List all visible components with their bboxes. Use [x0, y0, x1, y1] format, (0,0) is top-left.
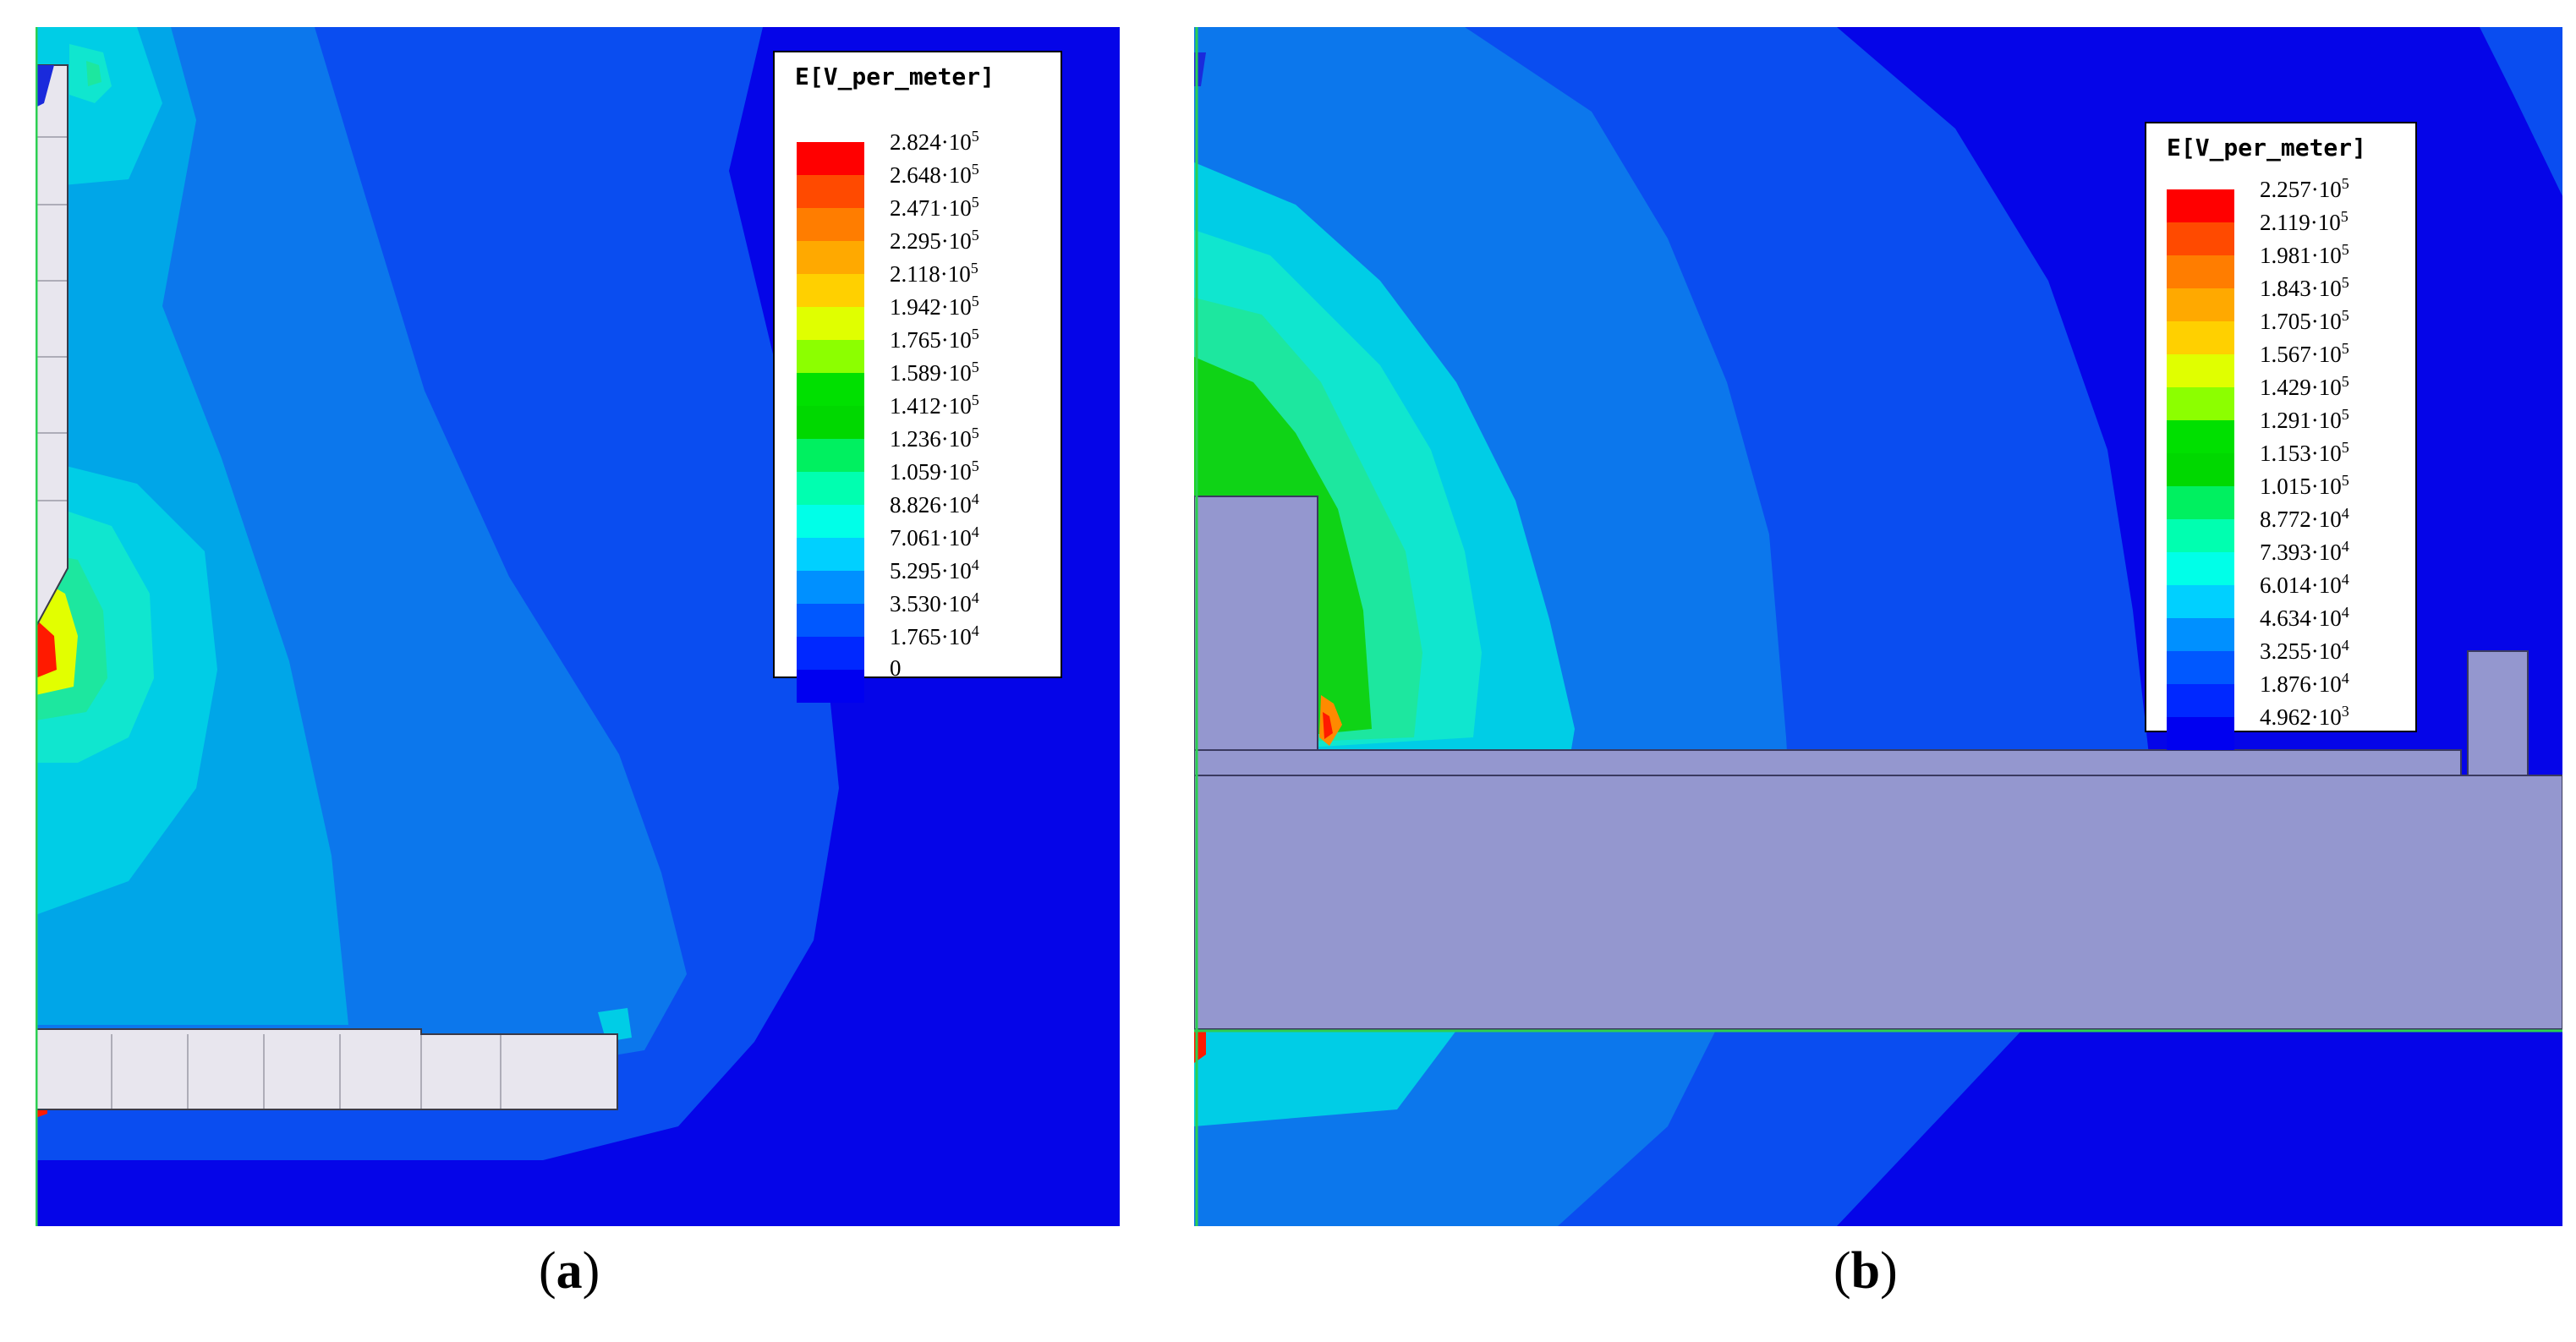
- legend-tick-label: 8.826·104: [890, 490, 979, 518]
- legend-swatch: [2167, 552, 2234, 585]
- legend-swatch: [2167, 288, 2234, 321]
- legend-swatch: [797, 670, 864, 703]
- field-plot-b: E[V_per_meter] 2.257·105 2.119·105 1.981·1…: [1194, 27, 2562, 1226]
- electrode-step-right: [2468, 651, 2528, 775]
- legend-title: E[V_per_meter]: [2167, 134, 2367, 162]
- legend-tick-label: 1.705·105: [2260, 307, 2349, 334]
- caption-a: (a): [539, 1242, 600, 1300]
- color-legend-b: E[V_per_meter] 2.257·105 2.119·105 1.981·1…: [2145, 122, 2417, 750]
- conductor-plate-horizontal: [36, 1029, 617, 1109]
- legend-tick-label: 2.824·105: [890, 128, 979, 155]
- mesh-lines: [36, 136, 501, 1109]
- legend-swatch: [2167, 519, 2234, 552]
- legend-swatch: [2167, 651, 2234, 684]
- legend-swatch: [797, 307, 864, 340]
- corner-marker: [36, 65, 54, 107]
- legend-swatch: [797, 208, 864, 241]
- legend-tick-label: 1.236·105: [890, 425, 979, 452]
- caption-letter-a: a: [556, 1242, 583, 1300]
- legend-tick-label: 3.255·104: [2260, 637, 2349, 664]
- legend-tick-label: 1.765·105: [890, 326, 979, 353]
- legend-tick-label: 1.567·105: [2260, 340, 2349, 367]
- legend-swatch: [797, 142, 864, 175]
- electrode-step-left: [1194, 496, 1318, 750]
- legend-tick-label: 1.589·105: [890, 359, 979, 386]
- legend-swatch: [2167, 585, 2234, 618]
- color-legend-a: E[V_per_meter] 2.824·105 2.648·105 2.471·1…: [773, 51, 1062, 703]
- legend-swatch: [797, 571, 864, 604]
- caption-letter-b: b: [1850, 1242, 1881, 1300]
- legend-swatch: [2167, 453, 2234, 486]
- legend-swatch: [797, 439, 864, 472]
- legend-tick-label: 5.295·104: [890, 556, 979, 583]
- legend-swatch: [2167, 387, 2234, 420]
- legend-tick-label: 0: [890, 655, 902, 681]
- contour-region: [2480, 27, 2562, 196]
- legend-tick-label: 2.295·105: [890, 227, 979, 254]
- legend-tick-label: 1.876·104: [2260, 670, 2349, 697]
- legend-swatch: [2167, 717, 2234, 750]
- legend-tick-label: 1.942·105: [890, 293, 979, 320]
- legend-tick-label: 1.015·105: [2260, 472, 2349, 499]
- legend-swatch: [2167, 420, 2234, 453]
- legend-tick-label: 1.291·105: [2260, 406, 2349, 433]
- legend-tick-label: 4.634·104: [2260, 604, 2349, 631]
- electrode-base: [1194, 775, 2562, 1029]
- legend-tick-label: 8.772·104: [2260, 505, 2349, 532]
- legend-swatch: [797, 340, 864, 373]
- legend-swatch: [797, 538, 864, 571]
- legend-tick-label: 1.412·105: [890, 392, 979, 419]
- legend-swatch: [2167, 354, 2234, 387]
- legend-swatch: [797, 505, 864, 538]
- legend-tick-label: 2.648·105: [890, 161, 979, 188]
- legend-swatch: [797, 241, 864, 274]
- legend-tick-label: 3.530·104: [890, 589, 979, 616]
- legend-swatch: [2167, 189, 2234, 222]
- contour-region: [36, 619, 57, 678]
- legend-tick-label: 7.061·104: [890, 523, 979, 550]
- legend-tick-label: 7.393·104: [2260, 538, 2349, 565]
- legend-swatch: [797, 373, 864, 406]
- caption-b: (b): [1833, 1242, 1898, 1300]
- legend-title: E[V_per_meter]: [795, 63, 995, 90]
- legend-swatch: [797, 637, 864, 670]
- legend-tick-label: 2.119·105: [2260, 208, 2349, 235]
- legend-swatch: [797, 406, 864, 439]
- legend-swatch: [2167, 222, 2234, 255]
- legend-swatch: [2167, 255, 2234, 288]
- legend-tick-label: 1.153·105: [2260, 439, 2349, 466]
- dielectric-layer: [1194, 750, 2461, 775]
- legend-tick-label: 2.257·105: [2260, 175, 2349, 202]
- legend-swatch: [2167, 486, 2234, 519]
- legend-tick-label: 4.962·103: [2260, 703, 2349, 730]
- contour-region: [86, 61, 101, 86]
- legend-tick-label: 6.014·104: [2260, 571, 2349, 598]
- legend-tick-label: 2.118·105: [890, 260, 978, 287]
- legend-swatch: [2167, 321, 2234, 354]
- legend-swatch: [797, 472, 864, 505]
- legend-swatch: [797, 175, 864, 208]
- legend-tick-label: 1.429·105: [2260, 373, 2349, 400]
- legend-swatch: [797, 274, 864, 307]
- legend-tick-label: 1.059·105: [890, 457, 979, 485]
- legend-swatch: [2167, 618, 2234, 651]
- legend-tick-label: 1.843·105: [2260, 274, 2349, 301]
- field-plot-a: E[V_per_meter] 2.824·105 2.648·105 2.471·1…: [36, 27, 1120, 1226]
- legend-tick-label: 2.471·105: [890, 194, 979, 221]
- legend-tick-label: 1.981·105: [2260, 241, 2349, 268]
- legend-swatch: [2167, 684, 2234, 717]
- contour-region: [1323, 712, 1333, 739]
- conductor-body-vertical: [36, 65, 68, 627]
- legend-tick-label: 1.765·104: [890, 622, 979, 649]
- legend-swatch: [797, 604, 864, 637]
